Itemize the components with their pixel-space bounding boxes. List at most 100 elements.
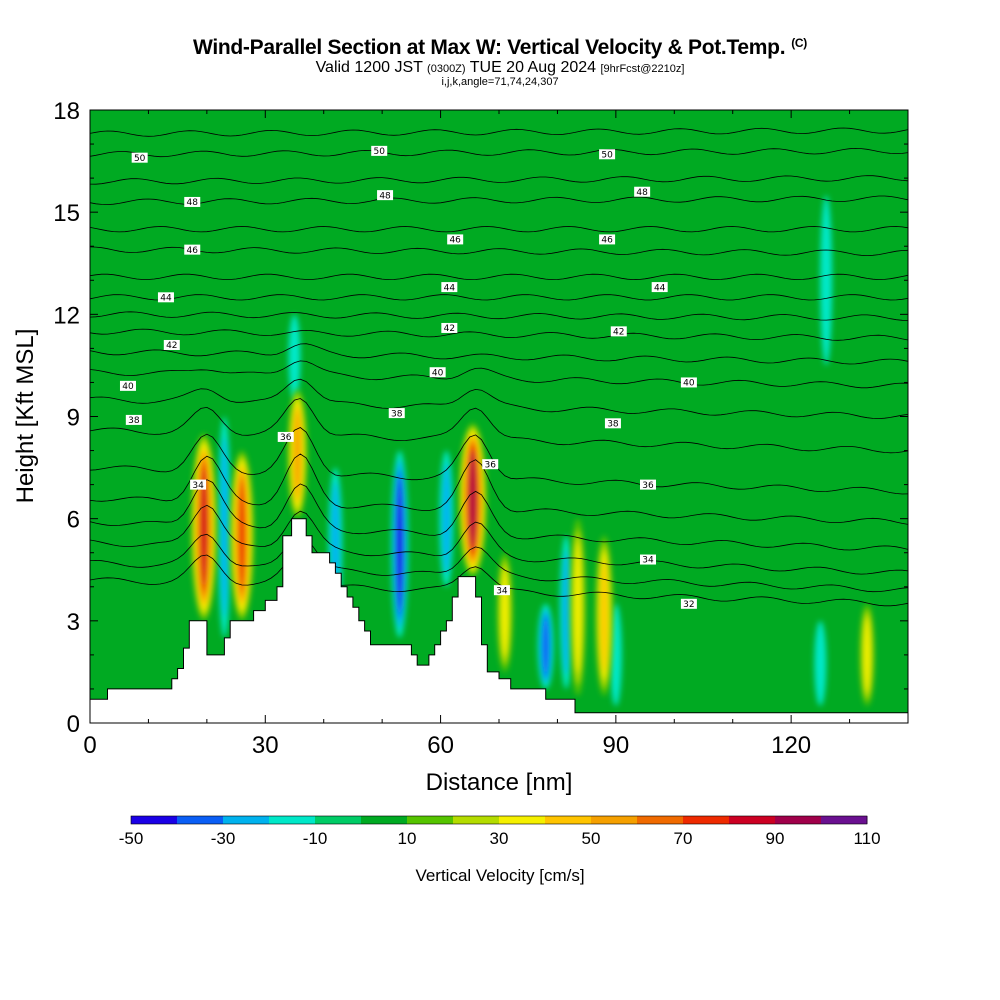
isentrope-label-text: 36 xyxy=(280,433,292,443)
colorbar-swatch xyxy=(591,816,638,824)
isentrope-label-11: 44 xyxy=(651,282,668,293)
downdraft-core-6-1 xyxy=(562,549,571,676)
forecast-info: [9hrFcst@2210z] xyxy=(600,63,685,75)
downdraft-core-3-3 xyxy=(396,478,403,610)
isentrope-label-15: 40 xyxy=(119,380,136,392)
colorbar-swatch xyxy=(177,816,224,824)
isentrope-label-25: 34 xyxy=(493,585,510,596)
grid-indices: i,j,k,angle=71,74,24,307 xyxy=(441,76,559,88)
isentrope-label-14: 42 xyxy=(610,326,627,338)
terrain-mask xyxy=(90,518,908,723)
isentrope-label-text: 44 xyxy=(444,283,456,293)
y-tick-label: 18 xyxy=(53,98,80,125)
updraft-core-2-4 xyxy=(294,410,301,498)
x-tick-label: 0 xyxy=(83,732,96,759)
isentrope-label-text: 36 xyxy=(485,460,497,470)
colorbar-swatch xyxy=(315,816,362,824)
isentrope-46 xyxy=(90,246,908,257)
y-tick-label: 12 xyxy=(53,302,80,329)
colorbar-swatch xyxy=(361,816,408,824)
isentrope-label-text: 48 xyxy=(379,191,391,201)
y-tick-label: 15 xyxy=(53,200,80,227)
updraft-core-7-2 xyxy=(863,616,871,693)
isentrope-36 xyxy=(90,453,908,525)
isentrope-label-text: 42 xyxy=(613,328,624,338)
isentrope-label-text: 44 xyxy=(654,283,666,293)
isentrope-label-3: 48 xyxy=(184,196,201,208)
updraft-core-3-8 xyxy=(470,452,475,548)
colorbar: -50 -30 -10 10 30 50 70 90 110 xyxy=(119,815,881,848)
isentrope-label-24: 34 xyxy=(190,479,207,491)
updraft-2 xyxy=(287,389,308,519)
x-tick-label: 90 xyxy=(603,732,630,759)
downdraft-core-8-0 xyxy=(814,620,827,706)
isentrope-38 xyxy=(90,398,908,454)
colorbar-swatch xyxy=(729,816,776,824)
isentrope-label-text: 44 xyxy=(160,294,172,304)
colorbar-frame xyxy=(130,815,868,825)
isentrope-label-text: 42 xyxy=(444,324,455,334)
isentrope-label-text: 38 xyxy=(391,409,403,419)
isentrope-label-text: 46 xyxy=(449,236,461,246)
valid-zulu: (0300Z) xyxy=(427,63,466,75)
colorbar-tick-label: 70 xyxy=(674,829,693,848)
colorbar-swatch xyxy=(821,816,868,824)
isentrope-44 xyxy=(90,294,908,301)
isentrope-label-22: 36 xyxy=(482,459,499,470)
chart-title: Wind-Parallel Section at Max W: Vertical… xyxy=(0,36,1000,60)
isentrope-50 xyxy=(90,147,908,158)
isentrope-label-20: 38 xyxy=(604,418,621,430)
y-tick-label: 0 xyxy=(67,711,80,738)
isentrope-49 xyxy=(90,175,908,185)
updraft-core-0-7 xyxy=(201,468,207,587)
valid-date: TUE 20 Aug 2024 xyxy=(469,59,597,76)
isentrope-40 xyxy=(90,360,908,389)
isentrope-label-text: 36 xyxy=(642,481,654,491)
chart-title-unit: (C) xyxy=(791,36,807,50)
isentrope-label-12: 42 xyxy=(163,339,180,351)
colorbar-swatch xyxy=(453,816,500,824)
updraft-core-1-6 xyxy=(239,481,245,591)
x-tick-label: 120 xyxy=(771,732,811,759)
x-tick-label: 60 xyxy=(427,732,454,759)
x-axis-title: Distance [nm] xyxy=(426,769,573,796)
downdraft-core-9-0 xyxy=(820,195,833,366)
valid-time: Valid 1200 JST xyxy=(315,59,423,76)
isentrope-label-text: 48 xyxy=(636,188,648,198)
isentrope-label-27: 32 xyxy=(680,598,697,610)
colorbar-tick-label: 30 xyxy=(490,829,509,848)
isentrope-label-8: 46 xyxy=(599,234,616,246)
isentrope-35 xyxy=(90,479,908,551)
isentrope-33 xyxy=(90,533,908,593)
isentrope-lines xyxy=(90,127,908,607)
colorbar-swatch xyxy=(223,816,270,824)
y-axis-title: Height [Kft MSL] xyxy=(12,329,39,504)
isentrope-37 xyxy=(90,427,908,495)
isentrope-label-0: 50 xyxy=(131,152,148,164)
isentrope-label-text: 32 xyxy=(683,600,694,610)
downdraft-3 xyxy=(391,450,409,638)
downdraft-4 xyxy=(439,450,454,587)
downdraft-6 xyxy=(559,535,573,689)
downdraft-5 xyxy=(537,603,554,689)
isentrope-label-text: 50 xyxy=(373,147,385,157)
isentrope-43 xyxy=(90,311,908,321)
colorbar-tick-label: -50 xyxy=(119,829,144,848)
isentrope-label-text: 40 xyxy=(122,382,134,392)
y-tick-label: 6 xyxy=(67,507,80,534)
downdraft-9 xyxy=(820,195,833,366)
isentrope-label-text: 42 xyxy=(166,341,177,351)
isentrope-label-text: 46 xyxy=(187,246,199,256)
colorbar-swatch xyxy=(683,816,730,824)
colorbar-tick-label: 10 xyxy=(398,829,417,848)
colorbar-title: Vertical Velocity [cm/s] xyxy=(415,866,584,885)
updraft-0 xyxy=(190,433,217,621)
isentrope-label-23: 36 xyxy=(639,479,656,491)
isentrope-label-text: 40 xyxy=(432,368,444,378)
downdraft-core-4-1 xyxy=(442,462,451,575)
y-tick-label: 3 xyxy=(67,609,80,636)
isentrope-label-text: 50 xyxy=(134,154,146,164)
isentrope-34 xyxy=(90,504,908,575)
isentrope-32 xyxy=(90,552,908,607)
